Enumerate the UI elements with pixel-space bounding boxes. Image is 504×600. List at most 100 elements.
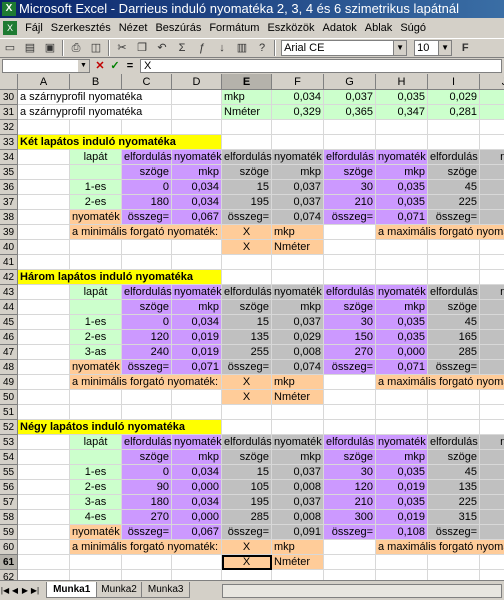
cell[interactable]: mkp bbox=[272, 300, 324, 315]
row-header[interactable]: 60 bbox=[0, 540, 18, 555]
cell[interactable]: 240 bbox=[122, 345, 172, 360]
menu-item-1[interactable]: Szerkesztés bbox=[50, 22, 111, 34]
cell[interactable]: 0,037 bbox=[272, 180, 324, 195]
cell[interactable]: nyom bbox=[480, 285, 504, 300]
cell[interactable]: 0,035 bbox=[376, 465, 428, 480]
column-header-a[interactable]: A bbox=[18, 74, 70, 90]
row-header[interactable]: 38 bbox=[0, 210, 18, 225]
row-header[interactable]: 48 bbox=[0, 360, 18, 375]
row-header[interactable]: 41 bbox=[0, 255, 18, 270]
cell[interactable]: 165 bbox=[428, 330, 480, 345]
cell[interactable] bbox=[480, 405, 504, 420]
column-header-b[interactable]: B bbox=[70, 74, 122, 90]
font-size-select[interactable]: 10 ▼ bbox=[414, 40, 453, 56]
row-header[interactable]: 51 bbox=[0, 405, 18, 420]
cancel-icon[interactable]: ✕ bbox=[95, 60, 105, 72]
prev-sheet-icon[interactable]: ◀ bbox=[11, 586, 19, 595]
sheet-tab-munka3[interactable]: Munka3 bbox=[140, 582, 191, 598]
cell[interactable] bbox=[428, 390, 480, 405]
cell[interactable]: 255 bbox=[222, 345, 272, 360]
cell[interactable]: 0,0 bbox=[480, 360, 504, 375]
cell[interactable]: X bbox=[222, 225, 272, 240]
cell[interactable]: 0,037 bbox=[324, 90, 376, 105]
cell[interactable]: szöge bbox=[324, 300, 376, 315]
cell[interactable] bbox=[172, 105, 222, 120]
chevron-down-icon[interactable]: ▼ bbox=[393, 41, 407, 55]
cell[interactable] bbox=[376, 420, 428, 435]
cell[interactable] bbox=[18, 480, 70, 495]
cell[interactable] bbox=[18, 195, 70, 210]
cell[interactable]: 0,019 bbox=[376, 480, 428, 495]
sort-icon[interactable]: ↓ bbox=[219, 42, 225, 54]
sheet-tab-munka1[interactable]: Munka1 bbox=[46, 582, 98, 598]
row-header[interactable]: 34 bbox=[0, 150, 18, 165]
cell[interactable] bbox=[428, 120, 480, 135]
cell[interactable] bbox=[18, 540, 70, 555]
cell[interactable] bbox=[428, 240, 480, 255]
cell[interactable]: a maximális forgató nyoma bbox=[376, 540, 504, 555]
active-cell[interactable]: X bbox=[222, 555, 272, 570]
cell[interactable] bbox=[18, 300, 70, 315]
cell[interactable] bbox=[172, 90, 222, 105]
row-header[interactable]: 56 bbox=[0, 480, 18, 495]
cell[interactable] bbox=[428, 270, 480, 285]
row-header[interactable]: 42 bbox=[0, 270, 18, 285]
cell[interactable]: X bbox=[222, 540, 272, 555]
cell[interactable] bbox=[122, 240, 172, 255]
equals-icon[interactable]: = bbox=[126, 60, 134, 72]
cell[interactable] bbox=[70, 450, 122, 465]
cell[interactable] bbox=[480, 270, 504, 285]
cell[interactable] bbox=[324, 420, 376, 435]
row-header[interactable]: 45 bbox=[0, 315, 18, 330]
cell[interactable] bbox=[70, 120, 122, 135]
cell[interactable] bbox=[324, 375, 376, 390]
cell[interactable] bbox=[480, 255, 504, 270]
cell[interactable] bbox=[376, 120, 428, 135]
cell[interactable]: 0,037 bbox=[272, 465, 324, 480]
cell[interactable]: mkp bbox=[172, 450, 222, 465]
cell[interactable]: 0,019 bbox=[376, 510, 428, 525]
help-icon[interactable]: ? bbox=[258, 42, 266, 54]
cell[interactable]: 180 bbox=[122, 195, 172, 210]
cell[interactable] bbox=[172, 390, 222, 405]
row-header[interactable]: 36 bbox=[0, 180, 18, 195]
cell[interactable]: 210 bbox=[324, 195, 376, 210]
cell[interactable]: 15 bbox=[222, 465, 272, 480]
cell[interactable]: m bbox=[480, 300, 504, 315]
cell[interactable] bbox=[122, 570, 172, 580]
cell[interactable]: összeg= bbox=[324, 360, 376, 375]
cell[interactable] bbox=[18, 555, 70, 570]
cell[interactable]: 30 bbox=[324, 465, 376, 480]
row-header[interactable]: 50 bbox=[0, 390, 18, 405]
row-header[interactable]: 35 bbox=[0, 165, 18, 180]
cell[interactable] bbox=[480, 570, 504, 580]
horizontal-scrollbar[interactable] bbox=[222, 584, 502, 598]
cell[interactable]: nyomaték bbox=[272, 435, 324, 450]
cell[interactable] bbox=[70, 555, 122, 570]
cell[interactable]: 0,029 bbox=[428, 90, 480, 105]
cell[interactable]: 210 bbox=[324, 495, 376, 510]
row-header[interactable]: 39 bbox=[0, 225, 18, 240]
cell[interactable]: elfordulás bbox=[222, 435, 272, 450]
save-icon[interactable]: ▣ bbox=[44, 42, 56, 54]
cell[interactable]: 300 bbox=[324, 510, 376, 525]
cell[interactable]: 0,071 bbox=[376, 210, 428, 225]
cell[interactable]: összeg= bbox=[428, 525, 480, 540]
cell[interactable] bbox=[18, 465, 70, 480]
cell[interactable]: összeg= bbox=[324, 210, 376, 225]
menu-item-0[interactable]: Fájl bbox=[25, 22, 43, 34]
cell[interactable] bbox=[122, 390, 172, 405]
column-header-e[interactable]: E bbox=[222, 74, 272, 90]
cell[interactable] bbox=[18, 150, 70, 165]
cell[interactable]: lapát bbox=[70, 150, 122, 165]
cell[interactable] bbox=[272, 270, 324, 285]
cell[interactable]: 1-es bbox=[70, 465, 122, 480]
row-header[interactable]: 49 bbox=[0, 375, 18, 390]
cell[interactable]: összeg= bbox=[222, 525, 272, 540]
select-all-corner[interactable] bbox=[0, 74, 18, 90]
cell[interactable]: 1-es bbox=[70, 180, 122, 195]
cell[interactable]: 3-as bbox=[70, 345, 122, 360]
row-header[interactable]: 31 bbox=[0, 105, 18, 120]
cell[interactable]: 0,074 bbox=[272, 210, 324, 225]
cell[interactable]: 135 bbox=[428, 480, 480, 495]
